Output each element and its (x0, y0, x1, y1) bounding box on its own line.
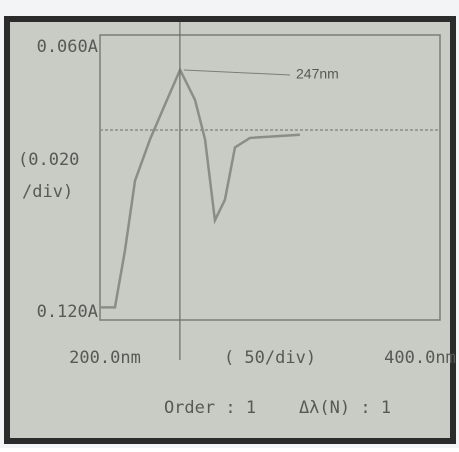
y-label: /div) (22, 182, 73, 202)
y-label: (0.020 (18, 150, 79, 170)
annotation-label: 247nm (296, 66, 339, 82)
x-tick-label: 400.0nm (384, 348, 456, 368)
spectrum-line (100, 66, 300, 309)
x-label: ( 50/div) (224, 348, 316, 368)
footer-text: Δλ(N) : 1 (299, 398, 391, 418)
display (10, 22, 450, 438)
footer-text: Order : 1 (164, 398, 256, 418)
annotation-arrow (183, 69, 291, 76)
x-tick-label: 200.0nm (69, 348, 141, 368)
plot-border (99, 34, 441, 321)
y-tick-label: 0.060A (37, 37, 98, 57)
y-tick-label: 0.120A (37, 302, 98, 322)
